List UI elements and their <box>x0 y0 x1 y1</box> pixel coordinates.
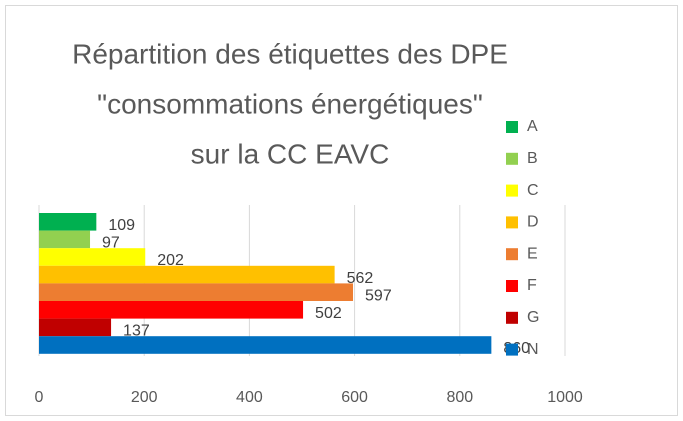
legend-label: E <box>527 245 538 262</box>
x-tick-label: 800 <box>446 389 473 406</box>
legend-swatch <box>506 343 518 356</box>
chart-title: "consommations énergétiques" <box>97 88 483 119</box>
bar <box>39 336 492 354</box>
data-label: 202 <box>157 252 184 269</box>
legend-swatch <box>506 216 518 229</box>
x-tick-label: 200 <box>131 389 158 406</box>
data-label: 97 <box>102 235 120 252</box>
x-tick-label: 600 <box>341 389 368 406</box>
legend-swatch <box>506 121 518 133</box>
bar <box>39 248 146 266</box>
data-label: 562 <box>347 270 374 287</box>
data-label: 597 <box>365 287 392 304</box>
legend-swatch <box>506 184 518 197</box>
x-tick-label: 400 <box>236 389 263 406</box>
legend-label: A <box>527 118 538 135</box>
chart-title: Répartition des étiquettes des DPE <box>72 38 508 69</box>
bar <box>39 301 304 319</box>
bar <box>39 265 335 284</box>
legend-swatch <box>506 280 518 292</box>
bar <box>39 230 91 249</box>
legend-label: F <box>527 277 537 294</box>
legend-label: B <box>527 150 538 167</box>
x-tick-label: 1000 <box>547 389 583 406</box>
legend-label: N <box>527 341 539 358</box>
legend-label: D <box>527 214 539 231</box>
x-tick-label: 0 <box>35 389 44 406</box>
data-label: 137 <box>123 323 150 340</box>
chart-title: sur la CC EAVC <box>191 138 390 169</box>
legend-label: G <box>527 309 539 326</box>
bar <box>39 318 112 337</box>
data-label: 109 <box>108 217 135 234</box>
legend-swatch <box>506 311 518 324</box>
bar <box>39 283 354 301</box>
legend-swatch <box>506 152 518 165</box>
legend-swatch <box>506 248 518 261</box>
data-label: 502 <box>315 305 342 322</box>
bar <box>39 213 97 231</box>
legend-label: C <box>527 182 539 199</box>
